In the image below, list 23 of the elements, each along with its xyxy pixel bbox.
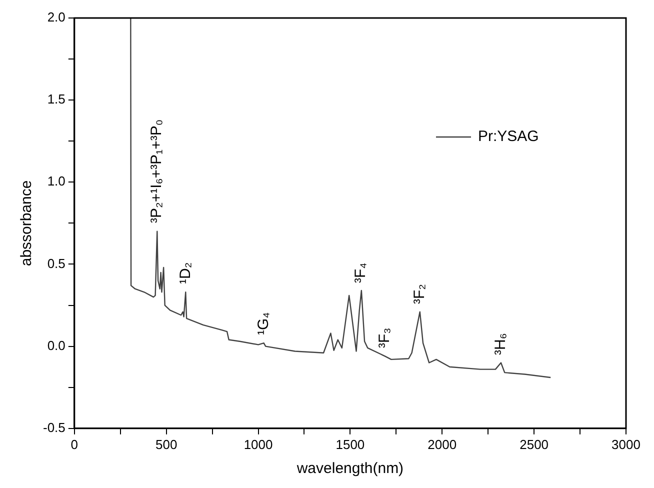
y-tick-label: 0.0 [47, 338, 66, 353]
x-tick-label: 500 [155, 436, 178, 452]
y-tick-label: 0.5 [47, 256, 66, 271]
x-tick-label: 1500 [336, 436, 365, 452]
x-tick-label: 0 [70, 436, 78, 452]
y-tick-label: 2.0 [47, 10, 66, 25]
x-tick-label: 2000 [428, 436, 457, 452]
annotation: ³P₂+¹I₆+³P₁+³P₀ [148, 120, 166, 224]
annotation: ³F₂ [410, 284, 429, 304]
x-tick-label: 1000 [244, 436, 273, 452]
x-tick-label: 3000 [612, 436, 640, 452]
annotation: ¹G₄ [254, 312, 273, 336]
y-tick-label: 1.0 [47, 174, 66, 189]
y-axis-title: abssorbance [18, 180, 36, 266]
x-axis-title: wavelength(nm) [296, 460, 404, 478]
annotation: ³H₆ [492, 332, 510, 355]
y-tick-label: -0.5 [42, 420, 66, 435]
y-tick-label: 1.5 [47, 92, 66, 107]
legend-label: Pr:YSAG [478, 128, 539, 146]
annotation: ³F₄ [352, 262, 370, 282]
x-tick-label: 2500 [520, 436, 549, 452]
annotation: ¹D₂ [176, 262, 195, 284]
annotation: ³F₃ [376, 328, 394, 348]
